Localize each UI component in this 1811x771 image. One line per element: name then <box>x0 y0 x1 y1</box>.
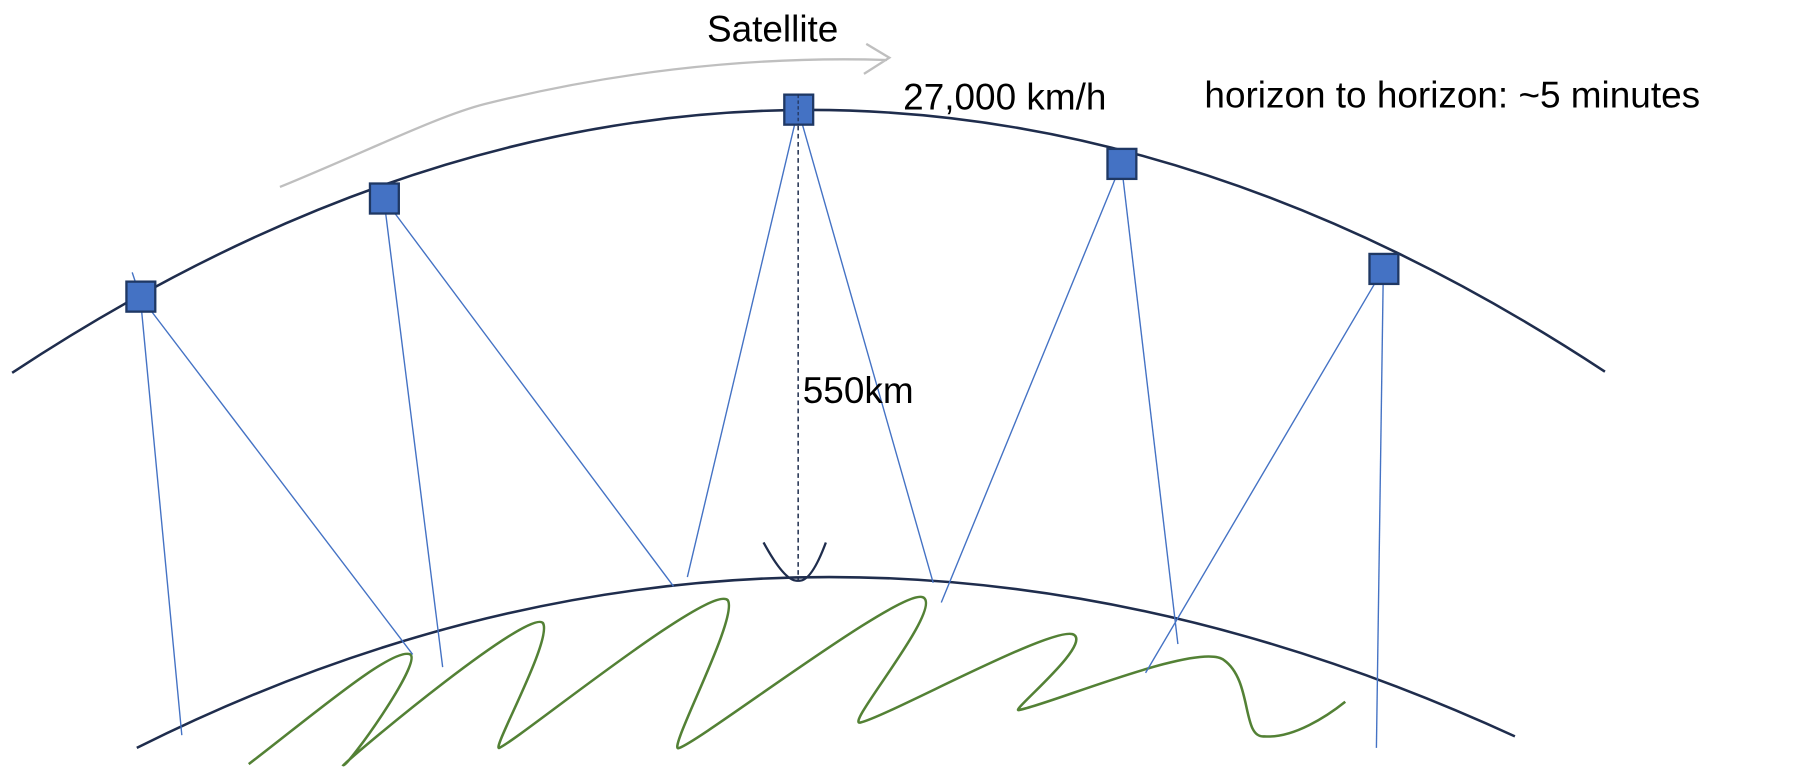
beam <box>1120 163 1179 645</box>
ground-track <box>247 595 1347 767</box>
satellites <box>125 93 1400 313</box>
beams <box>131 109 1385 748</box>
beam <box>797 109 934 584</box>
satellite <box>125 280 157 313</box>
satellite-label: Satellite <box>707 9 838 50</box>
beam <box>686 109 799 578</box>
satellite <box>1368 252 1400 286</box>
beam <box>139 296 414 655</box>
beam <box>1375 268 1385 748</box>
speed-label: 27,000 km/h <box>903 77 1106 118</box>
beam <box>383 198 675 587</box>
orbit <box>11 108 1606 374</box>
altitude-label: 550km <box>803 370 914 411</box>
satellite <box>368 182 400 215</box>
beam <box>1144 268 1384 674</box>
beam <box>940 163 1122 603</box>
altitude-arrowhead <box>762 541 827 582</box>
earth-surface <box>136 575 1516 750</box>
satellite <box>1106 147 1138 181</box>
pass-time-label: horizon to horizon: ~5 minutes <box>1204 74 1700 115</box>
motion-arrow <box>279 42 892 189</box>
beam <box>139 296 183 736</box>
beam <box>383 198 444 668</box>
